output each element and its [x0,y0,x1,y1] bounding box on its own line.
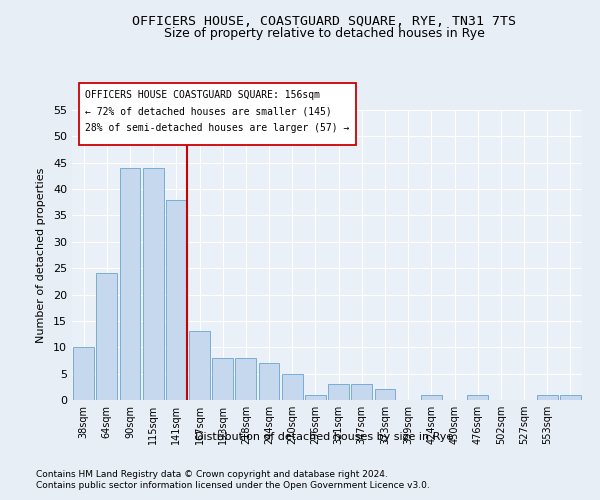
Text: ← 72% of detached houses are smaller (145): ← 72% of detached houses are smaller (14… [85,106,332,117]
Bar [421,394,442,400]
Bar [189,332,210,400]
Bar [352,384,372,400]
Text: Size of property relative to detached houses in Rye: Size of property relative to detached ho… [164,28,484,40]
Bar [374,390,395,400]
Bar [282,374,302,400]
Bar [235,358,256,400]
Y-axis label: Number of detached properties: Number of detached properties [36,168,46,342]
Bar [305,394,326,400]
Bar [212,358,233,400]
Text: Distribution of detached houses by size in Rye: Distribution of detached houses by size … [195,432,453,442]
Text: OFFICERS HOUSE, COASTGUARD SQUARE, RYE, TN31 7TS: OFFICERS HOUSE, COASTGUARD SQUARE, RYE, … [132,15,516,28]
Bar [73,348,94,400]
Bar [166,200,187,400]
Bar [119,168,140,400]
Text: OFFICERS HOUSE COASTGUARD SQUARE: 156sqm: OFFICERS HOUSE COASTGUARD SQUARE: 156sqm [85,90,320,100]
Bar [560,394,581,400]
Text: Contains HM Land Registry data © Crown copyright and database right 2024.: Contains HM Land Registry data © Crown c… [36,470,388,479]
Bar [467,394,488,400]
Bar [143,168,164,400]
Bar [537,394,557,400]
Text: Contains public sector information licensed under the Open Government Licence v3: Contains public sector information licen… [36,481,430,490]
Bar [97,274,117,400]
Bar [328,384,349,400]
Bar [259,363,280,400]
Text: 28% of semi-detached houses are larger (57) →: 28% of semi-detached houses are larger (… [85,123,350,133]
